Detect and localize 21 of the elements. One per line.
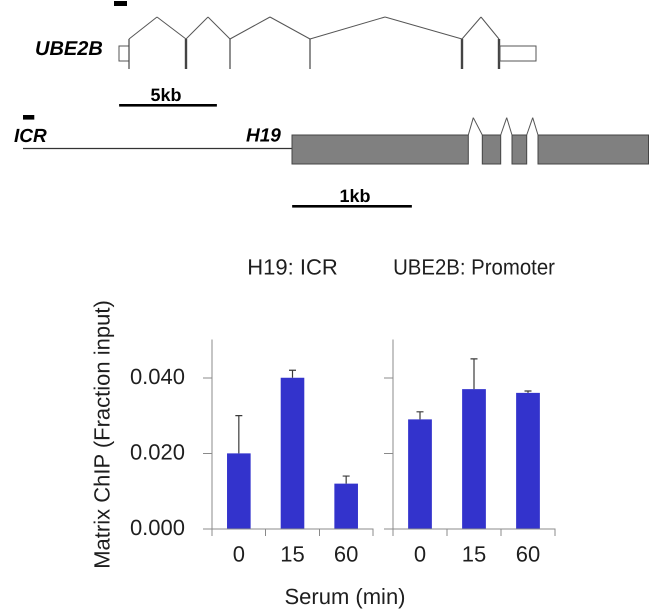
chart-title: UBE2B: Promoter (393, 256, 555, 280)
x-tick-label: 0 (414, 541, 426, 566)
text: 1kb (339, 186, 371, 206)
x-tick-label: 60 (334, 541, 358, 566)
bar (334, 484, 358, 528)
text: ICR (14, 126, 47, 147)
bar (227, 453, 251, 528)
text: UBE2B (35, 38, 103, 60)
chart-title: H19: ICR (247, 254, 338, 280)
text: 5kb (150, 85, 182, 105)
y-axis-title: Matrix ChIP (Fraction input) (89, 300, 114, 569)
text: H19 (246, 126, 282, 146)
y-tick-label: 0.040 (130, 364, 185, 389)
y-tick-label: 0.020 (130, 439, 185, 464)
x-tick-label: 60 (516, 541, 540, 566)
y-tick-label: 0.000 (130, 515, 185, 540)
bar (280, 378, 304, 528)
x-tick-label: 15 (280, 541, 305, 566)
x-axis-title: Serum (min) (284, 584, 406, 609)
x-tick-label: 0 (232, 541, 245, 566)
x-tick-label: 15 (462, 541, 486, 566)
